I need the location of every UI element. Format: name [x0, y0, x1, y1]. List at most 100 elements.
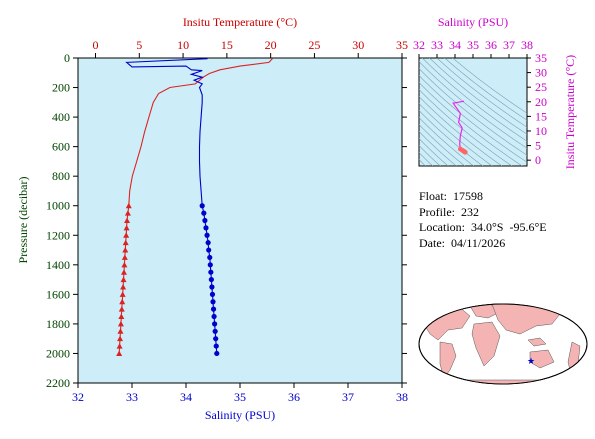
density-contour: [444, 58, 527, 121]
temperature-marker: [124, 210, 131, 216]
temperature-marker: [116, 350, 123, 356]
ts-right-tick-label: 5: [535, 139, 541, 153]
ts-top-tick-label: 37: [503, 38, 515, 52]
temperature-marker: [117, 320, 124, 327]
salinity-marker: [208, 269, 214, 275]
float-location-marker: ★: [527, 357, 535, 367]
density-contour: [419, 89, 513, 166]
salinity-marker: [210, 306, 217, 312]
ts-right-tick-label: 25: [535, 80, 547, 94]
temperature-marker: [121, 254, 128, 260]
temperature-marker: [125, 202, 132, 209]
top-tick-label: 0: [93, 38, 99, 52]
left-tick-label: 1200: [46, 228, 70, 242]
top-axis-title: Insitu Temperature (°C): [183, 15, 297, 29]
ts-right-tick-label: 15: [535, 109, 547, 123]
temperature-marker: [119, 298, 126, 305]
salinity-marker: [204, 232, 210, 238]
density-contour: [419, 103, 493, 166]
ts-top-tick-label: 33: [431, 38, 443, 52]
salinity-marker: [211, 313, 217, 320]
profile-number: Profile: 232: [419, 204, 479, 219]
map-land-africa: [471, 321, 501, 367]
salinity-marker: [202, 217, 208, 224]
ts-right-tick-label: 0: [535, 153, 541, 167]
salinity-marker: [210, 299, 216, 305]
top-tick-label: 10: [177, 38, 189, 52]
temperature-marker: [121, 261, 128, 268]
temperature-marker: [119, 291, 126, 297]
salinity-marker: [212, 321, 218, 327]
density-contour: [419, 110, 484, 166]
left-tick-label: 1400: [46, 258, 70, 272]
temperature-marker: [122, 239, 129, 246]
bottom-tick-label: 38: [396, 390, 408, 404]
top-tick-label: 20: [265, 38, 277, 52]
profile-plot: 0 5 10 15 20 25 30 35 32 33 34 35 36 37 38 0 200 400 600 80…: [16, 15, 408, 422]
left-tick-label: 600: [52, 140, 70, 154]
float-id: Float: 17598: [419, 189, 484, 203]
left-tick-label: 1600: [46, 287, 70, 301]
left-tick-label: 0: [64, 51, 70, 65]
ts-T-S-profile-line: [452, 100, 465, 150]
left-tick-label: 800: [52, 169, 70, 183]
left-tick-label: 1800: [46, 317, 70, 331]
temperature-marker: [120, 269, 127, 275]
density-contour: [419, 82, 523, 166]
profile-series: [116, 58, 273, 357]
density-contour: [419, 96, 503, 166]
ts-deep-point: [462, 149, 468, 155]
salinity-marker: [207, 262, 213, 268]
salinity-marker: [214, 350, 220, 357]
map-land-antarctica: [439, 379, 571, 384]
salinity-marker: [203, 225, 209, 231]
temperature-marker: [124, 217, 131, 223]
temperature-marker: [123, 232, 130, 238]
ts-right-tick-label: 10: [535, 124, 547, 138]
temperature-marker: [118, 306, 125, 312]
density-contour: [419, 124, 466, 166]
top-tick-label: 30: [352, 38, 364, 52]
density-contour: [436, 58, 527, 128]
ts-top-tick-label: 36: [485, 38, 497, 52]
top-tick-label: 5: [136, 38, 142, 52]
date: Date: 04/11/2026: [419, 235, 506, 250]
density-contour: [419, 61, 527, 149]
salinity-marker: [208, 276, 214, 283]
temperature-marker: [120, 276, 127, 283]
bottom-tick-label: 35: [234, 390, 246, 404]
density-contour: [421, 58, 527, 142]
profile-plot-area: [77, 57, 403, 384]
top-tick-label: 15: [221, 38, 233, 52]
temperature-marker: [117, 328, 124, 334]
salinity-marker: [209, 284, 215, 290]
ts-top-tick-label: 35: [467, 38, 479, 52]
bottom-tick-label: 36: [288, 390, 300, 404]
left-axis-title: Pressure (decibar): [16, 177, 30, 264]
ts-top-tick-label: 32: [413, 38, 425, 52]
temperature-marker: [123, 224, 130, 231]
bottom-tick-label: 33: [126, 390, 138, 404]
world-map-inset: ★: [418, 303, 588, 385]
density-contour: [419, 68, 527, 156]
ts-plot-area: [418, 57, 528, 167]
density-contour: [419, 75, 527, 163]
top-tick-label: 25: [308, 38, 320, 52]
density-contour: [419, 138, 449, 166]
bottom-tick-label: 37: [342, 390, 354, 404]
ts-right-tick-label: 30: [535, 66, 547, 80]
ts-right-tick-label: 35: [535, 51, 547, 65]
density-contour: [452, 58, 527, 114]
left-tick-label: 400: [52, 110, 70, 124]
density-contour: [419, 145, 441, 166]
left-tick-label: 1000: [46, 199, 70, 213]
ts-right-axis-title: Insitu Temperature (°C): [563, 55, 577, 169]
map-land-south-america-east: [439, 341, 457, 379]
density-contour: [419, 159, 426, 166]
salinity-marker: [201, 210, 207, 216]
left-tick-label: 200: [52, 81, 70, 95]
ts-top-axis-title: Salinity (PSU): [438, 15, 508, 29]
map-land-australia: [529, 349, 555, 369]
salinity-marker: [205, 240, 211, 246]
